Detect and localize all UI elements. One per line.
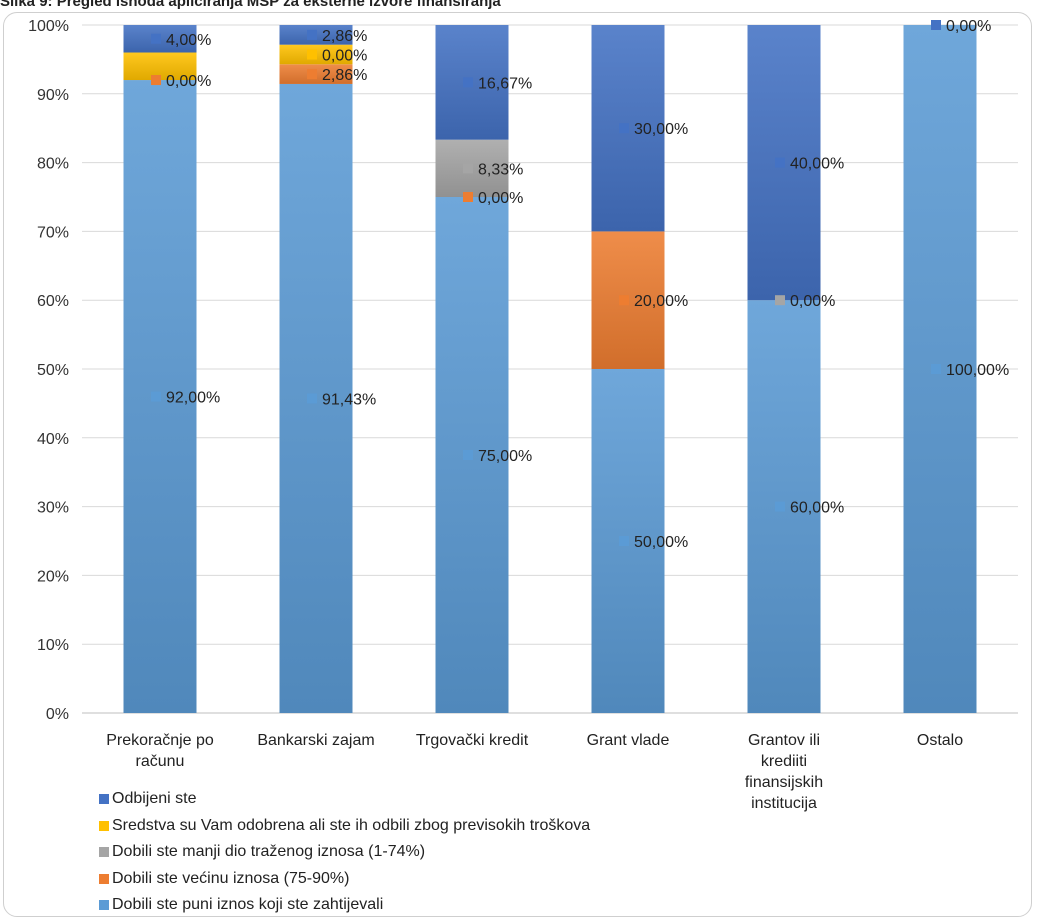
data-label: 2,86%	[322, 67, 367, 84]
data-label-marker	[619, 536, 629, 546]
data-label-marker	[463, 163, 473, 174]
legend-item: Odbijeni ste	[99, 786, 590, 813]
x-category-label: Bankarski zajam	[257, 732, 374, 749]
legend-label: Dobili ste puni iznos koji ste zahtijeva…	[112, 896, 384, 914]
legend-label: Sredstva su Vam odobrena ali ste ih odbi…	[112, 816, 591, 834]
y-tick-label: 10%	[37, 637, 69, 654]
legend-item: Sredstva su Vam odobrena ali ste ih odbi…	[99, 813, 590, 840]
data-label: 40,00%	[790, 156, 844, 173]
data-label-marker	[775, 295, 785, 306]
legend-label: Dobili ste većinu iznosa (75-90%)	[112, 869, 350, 887]
y-tick-label: 50%	[37, 362, 69, 379]
data-label: 30,00%	[634, 121, 688, 138]
x-category-label: Trgovački kredit	[416, 732, 529, 749]
data-label: 20,00%	[634, 293, 688, 310]
data-label-marker	[619, 295, 629, 306]
legend-swatch	[99, 873, 109, 884]
legend-swatch	[99, 820, 109, 831]
legend-swatch	[99, 847, 109, 858]
data-label-marker	[307, 49, 317, 60]
chart-legend: Odbijeni ste Sredstva su Vam odobrena ali…	[99, 786, 590, 919]
data-label-marker	[307, 69, 317, 80]
legend-label: Dobili ste manji dio traženog iznosa (1-…	[112, 843, 426, 861]
data-label: 100,00%	[946, 362, 1009, 379]
data-label-marker	[151, 391, 161, 402]
legend-swatch	[99, 794, 109, 805]
chart-frame	[3, 12, 1032, 917]
y-tick-label: 0%	[46, 706, 69, 723]
data-label-marker	[619, 123, 629, 134]
data-label: 2,86%	[322, 28, 367, 45]
data-label-marker	[931, 364, 941, 374]
data-label-marker	[463, 192, 473, 202]
y-tick-label: 60%	[37, 293, 69, 310]
x-category-label: Prekoračnje po računu	[106, 732, 214, 770]
data-label-marker	[775, 501, 785, 512]
data-label-marker	[931, 20, 941, 30]
data-label-marker	[775, 157, 785, 168]
data-label: 91,43%	[322, 391, 376, 408]
x-category-label: Grantov ili krediiti finansijskih instituci…	[745, 732, 823, 812]
data-label: 0,00%	[790, 293, 835, 310]
data-label: 60,00%	[790, 500, 844, 517]
data-label: 8,33%	[478, 161, 523, 178]
data-label: 0,00%	[478, 190, 523, 207]
x-category-label: Grant vlade	[587, 732, 670, 749]
data-label-marker	[307, 29, 317, 40]
y-tick-label: 100%	[28, 18, 69, 35]
data-label: 0,00%	[166, 73, 211, 90]
y-tick-label: 70%	[37, 224, 69, 241]
y-tick-label: 90%	[37, 87, 69, 104]
data-label: 50,00%	[634, 534, 688, 551]
y-tick-label: 40%	[37, 431, 69, 448]
chart-title: Slika 9: Pregled ishoda apliciranja MSP …	[0, 0, 501, 10]
data-label-marker	[463, 450, 473, 460]
data-label: 75,00%	[478, 448, 532, 465]
y-tick-label: 30%	[37, 500, 69, 517]
data-label: 92,00%	[166, 390, 220, 407]
x-category-label: Ostalo	[917, 732, 963, 749]
legend-item: Dobili ste manji dio traženog iznosa (1-…	[99, 839, 590, 866]
data-label: 16,67%	[478, 75, 532, 92]
data-label: 0,00%	[946, 18, 991, 35]
data-label: 0,00%	[322, 47, 367, 64]
data-label-marker	[151, 33, 161, 44]
legend-label: Odbijeni ste	[112, 790, 197, 808]
legend-swatch	[99, 900, 109, 911]
data-label-marker	[463, 77, 473, 88]
y-tick-label: 80%	[37, 156, 69, 173]
data-label: 4,00%	[166, 32, 211, 49]
legend-item: Dobili ste većinu iznosa (75-90%)	[99, 866, 590, 893]
y-tick-label: 20%	[37, 568, 69, 585]
data-label-marker	[151, 75, 161, 86]
legend-item: Dobili ste puni iznos koji ste zahtijeva…	[99, 892, 590, 919]
data-label-marker	[307, 393, 317, 404]
